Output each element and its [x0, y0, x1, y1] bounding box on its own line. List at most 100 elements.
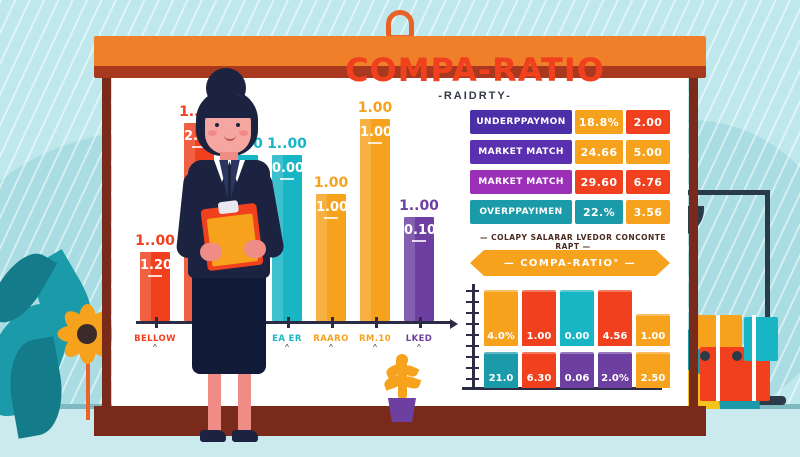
board-top-shadow [94, 66, 706, 78]
table-cell-percent: 22.% [575, 200, 623, 224]
smile [224, 134, 236, 141]
mini-chart-y-axis [472, 284, 475, 388]
mini-block-label: 6.30 [526, 373, 552, 384]
mini-y-tick [466, 334, 479, 336]
bar-6[interactable]: 1.00 [360, 119, 392, 321]
shoe-left [200, 430, 226, 442]
bar-inner-label: 1.20 [140, 258, 172, 277]
mini-chart-x-axis [462, 387, 662, 390]
table-cell-value: 5.00 [626, 140, 670, 164]
hand-left [200, 243, 222, 261]
mini-block-row1[interactable]: 0.00 [560, 284, 594, 346]
table-row[interactable]: UNDERPPAYMON 18.8% 2.00 [470, 110, 670, 134]
ribbon-label: — COMPA-RATIO° — [503, 257, 637, 269]
bar-1[interactable]: 1.20 [140, 252, 172, 321]
board-top-rail [94, 36, 706, 70]
mini-y-tick [466, 290, 479, 292]
bar-top-label: 1.00 [357, 100, 393, 116]
hand-right [244, 240, 266, 258]
x-axis-label: RAARO [313, 334, 349, 344]
decor-box-dot [732, 351, 742, 361]
bar-top-label: 1..00 [135, 233, 175, 249]
mini-block-row2[interactable]: 21.0 [484, 346, 518, 388]
bar-5[interactable]: 1.00 [316, 194, 348, 321]
presentation-board: COMPA-RATIO -RAIDRTY- 1.20 1..00 2.00 1..00… [94, 10, 706, 442]
mini-block-row1[interactable]: 1.00 [636, 308, 670, 346]
table-cell-value: 3.56 [626, 200, 670, 224]
mini-y-tick [466, 367, 479, 369]
decor-box [744, 317, 778, 361]
bar-top-label: 1..00 [399, 198, 439, 214]
cheek-right [239, 130, 248, 136]
mini-block-label: 4.0% [487, 331, 515, 342]
table-cell-value: 6.76 [626, 170, 670, 194]
mini-y-tick [466, 345, 479, 347]
bar-7[interactable]: 0.10 [404, 217, 436, 321]
table-cell-label: OVERPPAYIMEN [470, 200, 572, 224]
flower-icon [57, 304, 117, 364]
shoe-right [232, 430, 258, 442]
mini-block-row1[interactable]: 4.56 [598, 284, 632, 346]
potted-plant-icon [378, 352, 426, 422]
bar-top-label: 1..00 [267, 136, 307, 152]
plant-pot [388, 398, 416, 422]
ribbon-shape [470, 250, 670, 276]
mini-block-label: 21.0 [488, 373, 514, 384]
board-leg-right [689, 70, 698, 420]
bar-inner-label: 1.00 [316, 200, 348, 219]
table-row[interactable]: MARKET MATCH 29.60 6.76 [470, 170, 670, 194]
table-cell-value: 2.00 [626, 110, 670, 134]
x-caret-icon: ^ [329, 343, 333, 352]
eye-left [215, 123, 219, 127]
mini-y-tick [466, 323, 479, 325]
mini-block-label: 2.0% [601, 373, 629, 384]
mini-block-row2[interactable]: 0.06 [560, 346, 594, 388]
cheek-left [208, 130, 217, 136]
mini-y-tick [466, 378, 479, 380]
lamp-arm [680, 190, 770, 195]
lamp-pole [765, 190, 770, 405]
mini-block-row1[interactable]: 1.00 [522, 284, 556, 346]
mini-block-row2[interactable]: 6.30 [522, 346, 556, 388]
board-leg-left [102, 70, 111, 420]
x-caret-icon: ^ [373, 343, 377, 352]
bar-top-label: 1.00 [313, 175, 349, 191]
mini-block-label: 0.06 [564, 373, 590, 384]
x-tick [419, 317, 422, 328]
mini-block-label: 0.00 [564, 331, 590, 342]
table-cell-label: MARKET MATCH [470, 170, 572, 194]
table-cell-label: MARKET MATCH [470, 140, 572, 164]
table-row[interactable]: OVERPPAYIMEN 22.% 3.56 [470, 200, 670, 224]
mini-y-tick [466, 301, 479, 303]
x-caret-icon: ^ [417, 343, 421, 352]
table-cell-percent: 29.60 [575, 170, 623, 194]
x-tick [375, 317, 378, 328]
mini-block-label: 2.50 [640, 373, 666, 384]
mini-block-label: 1.00 [526, 331, 552, 342]
x-axis-label: EA ER [272, 334, 302, 344]
page-subtitle: -RAIDRTY- [438, 90, 512, 102]
bar-inner-label: 1.00 [360, 125, 392, 144]
page-title: COMPA-RATIO [345, 51, 605, 89]
bar-inner-label: 0.10 [404, 223, 436, 242]
table-row[interactable]: MARKET MATCH 24.66 5.00 [470, 140, 670, 164]
x-tick [155, 317, 158, 328]
decor-box-strap [752, 315, 756, 401]
x-axis-label: BELLOW [134, 334, 176, 344]
mini-block-row1[interactable]: 4.0% [484, 284, 518, 346]
mini-blocks-chart: 4.0% 1.00 0.00 4.56 1.00 21.0 6.30 0.06 2.0% 2.50 [462, 284, 674, 396]
decor-box-dot [700, 351, 710, 361]
table-cell-label: UNDERPPAYMON [470, 110, 572, 134]
mini-block-row2[interactable]: 2.0% [598, 346, 632, 388]
mini-block-row2[interactable]: 2.50 [636, 346, 670, 388]
x-tick [331, 317, 334, 328]
eye-right [236, 123, 240, 127]
bar-inner-label: 0.00 [272, 161, 304, 180]
x-tick [287, 317, 290, 328]
chart-x-axis [136, 321, 452, 324]
presenter-illustration [170, 68, 300, 442]
mini-block-label: 1.00 [640, 331, 666, 342]
x-axis-label: RM.10 [358, 334, 392, 344]
x-caret-icon: ^ [153, 343, 157, 352]
